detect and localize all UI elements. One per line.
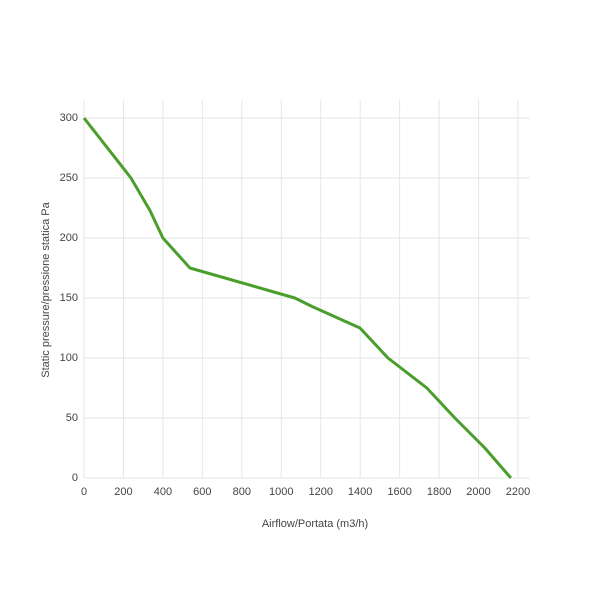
y-tick-label: 150	[60, 292, 78, 304]
y-tick-label: 50	[66, 412, 78, 424]
x-tick-label: 1200	[308, 486, 332, 498]
x-tick-label: 400	[154, 486, 172, 498]
x-tick-label: 2200	[506, 486, 530, 498]
x-tick-label: 1000	[269, 486, 293, 498]
x-tick-label: 600	[193, 486, 211, 498]
x-tick-label: 1600	[387, 486, 411, 498]
x-tick-label: 2000	[466, 486, 490, 498]
y-axis-title: Static pressure/pressione statica Pa	[40, 201, 52, 377]
y-tick-label: 200	[60, 232, 78, 244]
line	[82, 117, 513, 479]
x-tick-label: 200	[114, 486, 132, 498]
x-tick-label: 0	[81, 486, 87, 498]
x-tick-label: 1800	[427, 486, 451, 498]
y-tick-label: 250	[60, 172, 78, 184]
x-axis-title: Airflow/Portata (m3/h)	[262, 518, 368, 530]
y-tick-label: 100	[60, 352, 78, 364]
y-tick-label: 0	[72, 472, 78, 484]
y-tick-label: 300	[60, 112, 78, 124]
x-tick-label: 800	[233, 486, 251, 498]
x-tick-label: 1400	[348, 486, 372, 498]
